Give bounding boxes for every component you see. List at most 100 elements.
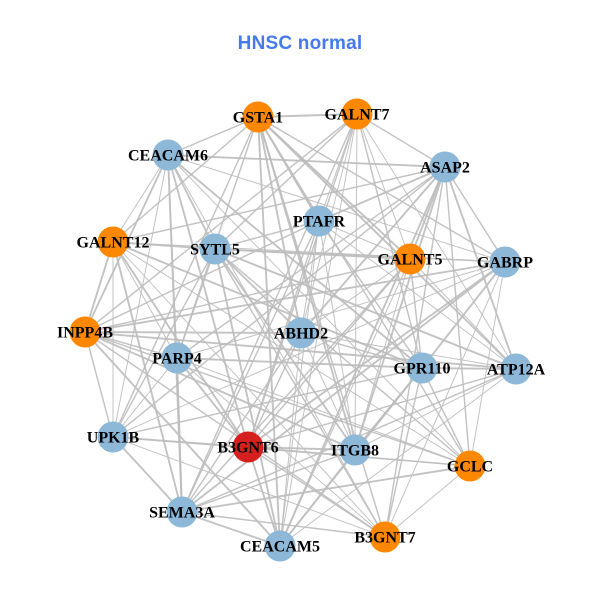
edge-ASAP2-GABRP <box>444 166 506 263</box>
edge-ASAP2-PARP4 <box>176 166 446 359</box>
node-circle-PTAFR <box>303 205 335 237</box>
edge-GALNT7-GPR110 <box>356 113 423 369</box>
edge-INPP4B-ATP12A <box>84 331 517 370</box>
edge-UPK1B-B3GNT7 <box>112 436 386 538</box>
edge-GALNT7-SEMA3A <box>181 113 358 513</box>
edge-PARP4-UPK1B <box>112 357 178 438</box>
edge-B3GNT6-ITGB8 <box>247 446 356 451</box>
edge-PTAFR-SEMA3A <box>181 220 320 513</box>
edge-CEACAM6-GCLC <box>167 154 471 467</box>
edge-CEACAM6-GPR110 <box>167 154 423 369</box>
node-circle-GALNT5 <box>394 243 426 275</box>
edge-INPP4B-PARP4 <box>84 331 178 359</box>
node-circle-GALNT12 <box>97 226 129 258</box>
edge-ATP12A-ITGB8 <box>354 368 517 451</box>
edge-ASAP2-ABHD2 <box>300 166 446 334</box>
edge-ITGB8-CEACAM5 <box>279 449 356 547</box>
node-label-CEACAM5: CEACAM5 <box>240 539 320 556</box>
edge-B3GNT6-B3GNT7 <box>247 446 386 538</box>
node-circle-ASAP2 <box>429 151 461 183</box>
edge-PARP4-GPR110 <box>176 357 423 369</box>
edge-INPP4B-CEACAM5 <box>84 331 281 547</box>
edge-GALNT5-ABHD2 <box>300 258 411 334</box>
node-label-GSTA1: GSTA1 <box>233 110 283 127</box>
edge-ATP12A-B3GNT6 <box>247 368 517 448</box>
node-circle-CEACAM5 <box>264 530 296 562</box>
edge-ITGB8-SEMA3A <box>181 449 356 513</box>
edge-PTAFR-GALNT5 <box>318 220 411 260</box>
edge-CEACAM6-ASAP2 <box>167 154 446 168</box>
edge-PTAFR-ATP12A <box>318 220 517 370</box>
edge-PARP4-GCLC <box>176 357 471 467</box>
edge-PTAFR-CEACAM5 <box>279 220 320 547</box>
edge-GALNT5-INPP4B <box>84 258 411 333</box>
edge-SYTL5-ABHD2 <box>214 248 302 334</box>
node-label-GALNT7: GALNT7 <box>325 107 390 124</box>
edge-PTAFR-ITGB8 <box>318 220 356 451</box>
chart-title: HNSC normal <box>237 33 363 54</box>
edge-ASAP2-UPK1B <box>112 166 446 438</box>
edge-GSTA1-GABRP <box>257 116 506 263</box>
node-label-CEACAM6: CEACAM6 <box>128 148 208 165</box>
edge-SEMA3A-B3GNT7 <box>181 511 386 538</box>
node-label-B3GNT6: B3GNT6 <box>217 440 278 457</box>
edge-ASAP2-GALNT12 <box>112 166 446 243</box>
edge-GALNT12-SEMA3A <box>112 241 183 513</box>
node-circle-INPP4B <box>69 316 101 348</box>
edge-GPR110-ATP12A <box>421 367 517 370</box>
node-label-ATP12A: ATP12A <box>487 362 546 379</box>
edge-GABRP-SEMA3A <box>181 261 506 513</box>
node-label-ASAP2: ASAP2 <box>420 160 470 177</box>
edge-GPR110-B3GNT7 <box>384 367 423 538</box>
node-circle-SEMA3A <box>166 496 198 528</box>
node-circle-GPR110 <box>406 352 438 384</box>
node-circle-UPK1B <box>97 421 129 453</box>
edge-ABHD2-GPR110 <box>300 332 423 369</box>
edge-INPP4B-ABHD2 <box>84 331 302 334</box>
edge-GALNT7-GALNT5 <box>356 113 411 260</box>
edge-GALNT7-ITGB8 <box>354 113 358 451</box>
node-label-UPK1B: UPK1B <box>87 430 140 447</box>
edge-GPR110-GCLC <box>421 367 471 467</box>
edge-GALNT7-SYTL5 <box>214 113 358 250</box>
node-label-ITGB8: ITGB8 <box>331 443 379 460</box>
node-label-GALNT5: GALNT5 <box>378 252 443 269</box>
edge-PTAFR-SYTL5 <box>214 220 320 250</box>
edge-CEACAM6-B3GNT7 <box>167 154 386 538</box>
edge-ABHD2-B3GNT6 <box>247 332 302 448</box>
edge-ABHD2-CEACAM5 <box>279 332 302 547</box>
node-label-SEMA3A: SEMA3A <box>149 505 215 522</box>
node-label-GABRP: GABRP <box>477 255 533 272</box>
edge-PTAFR-INPP4B <box>84 220 320 333</box>
node-label-PARP4: PARP4 <box>152 351 201 368</box>
edge-GALNT12-GPR110 <box>112 241 423 369</box>
node-circle-ATP12A <box>500 353 532 385</box>
edge-GABRP-PARP4 <box>176 261 506 359</box>
node-label-GCLC: GCLC <box>447 459 493 476</box>
edge-ABHD2-ATP12A <box>300 332 517 370</box>
edge-GALNT5-ITGB8 <box>354 258 411 451</box>
node-circle-GALNT7 <box>341 98 373 130</box>
edge-CEACAM6-SYTL5 <box>167 154 216 250</box>
node-circle-ITGB8 <box>339 434 371 466</box>
edge-GABRP-GPR110 <box>421 261 506 369</box>
edge-INPP4B-UPK1B <box>84 331 114 438</box>
node-label-PTAFR: PTAFR <box>293 214 346 231</box>
edge-UPK1B-SEMA3A <box>112 436 183 513</box>
node-label-GPR110: GPR110 <box>394 361 451 378</box>
edge-SYTL5-UPK1B <box>112 248 216 438</box>
edge-GALNT7-INPP4B <box>84 113 358 333</box>
edge-ATP12A-CEACAM5 <box>279 368 517 547</box>
edge-ABHD2-ITGB8 <box>300 332 356 451</box>
edge-GALNT7-ATP12A <box>356 113 517 370</box>
edge-CEACAM6-B3GNT6 <box>167 154 249 448</box>
edge-GCLC-SEMA3A <box>181 465 471 513</box>
node-circle-PARP4 <box>161 342 193 374</box>
edge-SEMA3A-CEACAM5 <box>181 511 281 547</box>
edge-CEACAM6-UPK1B <box>112 154 169 438</box>
edge-PARP4-SEMA3A <box>176 357 183 513</box>
edge-INPP4B-B3GNT7 <box>84 331 386 538</box>
node-circle-GABRP <box>489 246 521 278</box>
edge-SYTL5-CEACAM5 <box>214 248 281 547</box>
